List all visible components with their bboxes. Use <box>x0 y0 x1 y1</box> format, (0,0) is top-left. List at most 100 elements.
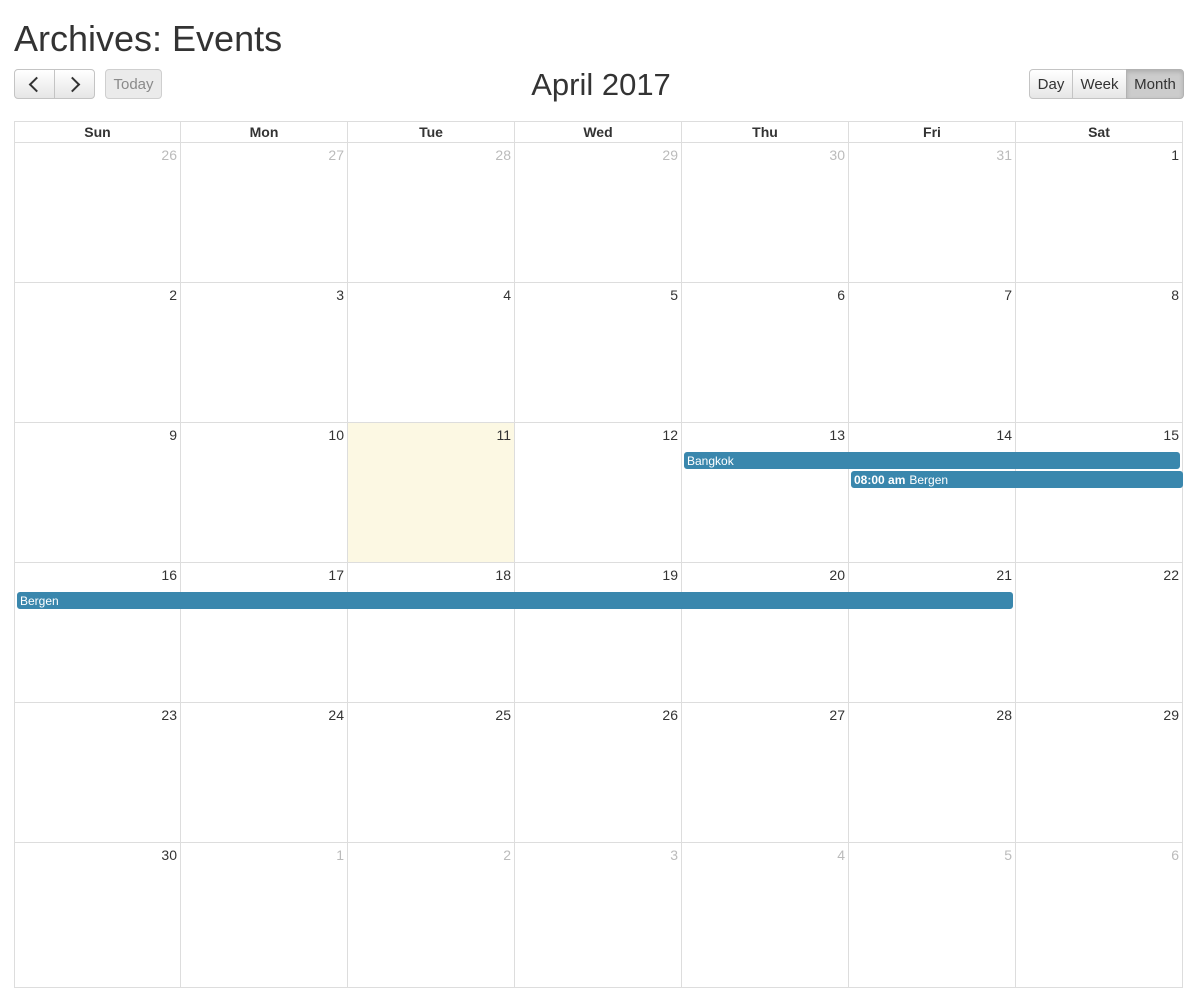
day-number: 5 <box>670 287 678 303</box>
day-header-row: Sun Mon Tue Wed Thu Fri Sat <box>15 122 1184 143</box>
day-number: 3 <box>670 847 678 863</box>
day-number: 14 <box>996 427 1012 443</box>
day-cell[interactable]: 1 <box>1016 143 1183 283</box>
day-cell[interactable]: 21 <box>849 563 1016 703</box>
day-cell[interactable]: 14 <box>849 423 1016 563</box>
day-cell[interactable]: 19 <box>515 563 682 703</box>
day-cell[interactable]: 11 <box>348 423 515 563</box>
day-cell[interactable]: 24 <box>181 703 348 843</box>
day-cell[interactable]: 5 <box>849 843 1016 988</box>
day-cell[interactable]: 26 <box>15 143 181 283</box>
day-number: 21 <box>996 567 1012 583</box>
day-number: 10 <box>328 427 344 443</box>
day-number: 6 <box>1171 847 1179 863</box>
day-number: 3 <box>336 287 344 303</box>
day-number: 4 <box>503 287 511 303</box>
next-month-button[interactable] <box>54 69 95 99</box>
day-cell[interactable]: 17 <box>181 563 348 703</box>
day-cell[interactable]: 18 <box>348 563 515 703</box>
day-cell[interactable]: 2 <box>15 283 181 423</box>
day-number: 18 <box>495 567 511 583</box>
week-row: 9 10 11 12 13 14 15 <box>15 423 1184 563</box>
day-cell[interactable]: 6 <box>1016 843 1183 988</box>
day-cell[interactable]: 10 <box>181 423 348 563</box>
event-title: Bergen <box>20 594 59 608</box>
day-cell[interactable]: 1 <box>181 843 348 988</box>
day-number: 28 <box>996 707 1012 723</box>
day-header-sat: Sat <box>1016 122 1183 143</box>
day-cell[interactable]: 27 <box>682 703 849 843</box>
view-month-button[interactable]: Month <box>1126 69 1184 99</box>
view-week-button[interactable]: Week <box>1072 69 1127 99</box>
day-number: 5 <box>1004 847 1012 863</box>
day-cell[interactable]: 30 <box>15 843 181 988</box>
day-number: 7 <box>1004 287 1012 303</box>
day-cell[interactable]: 28 <box>348 143 515 283</box>
day-number: 4 <box>837 847 845 863</box>
day-number: 2 <box>503 847 511 863</box>
day-number: 30 <box>829 147 845 163</box>
calendar-grid: Sun Mon Tue Wed Thu Fri Sat 26 27 28 29 30 31 1 2 3 4 5 6… <box>14 121 1183 988</box>
day-cell[interactable]: 3 <box>515 843 682 988</box>
day-cell[interactable]: 31 <box>849 143 1016 283</box>
day-number: 25 <box>495 707 511 723</box>
day-cell[interactable]: 15 <box>1016 423 1183 563</box>
view-day-button[interactable]: Day <box>1029 69 1073 99</box>
day-number: 8 <box>1171 287 1179 303</box>
event-bergen[interactable]: 08:00 am Bergen <box>851 471 1183 488</box>
day-number: 26 <box>662 707 678 723</box>
day-cell[interactable]: 4 <box>682 843 849 988</box>
day-number: 22 <box>1163 567 1179 583</box>
week-row: 16 17 18 19 20 21 22 <box>15 563 1184 703</box>
day-cell[interactable]: 5 <box>515 283 682 423</box>
event-bangkok[interactable]: Bangkok <box>684 452 1180 469</box>
day-cell[interactable]: 6 <box>682 283 849 423</box>
day-number: 23 <box>161 707 177 723</box>
day-cell[interactable]: 28 <box>849 703 1016 843</box>
day-cell[interactable]: 2 <box>348 843 515 988</box>
day-cell[interactable]: 30 <box>682 143 849 283</box>
day-number: 6 <box>837 287 845 303</box>
week-row: 30 1 2 3 4 5 6 <box>15 843 1184 988</box>
day-number: 27 <box>328 147 344 163</box>
day-header-fri: Fri <box>849 122 1016 143</box>
day-cell[interactable]: 3 <box>181 283 348 423</box>
day-cell[interactable]: 9 <box>15 423 181 563</box>
day-number: 9 <box>169 427 177 443</box>
day-number: 16 <box>161 567 177 583</box>
week-row: 26 27 28 29 30 31 1 <box>15 143 1184 283</box>
day-number: 24 <box>328 707 344 723</box>
day-number: 12 <box>662 427 678 443</box>
day-header-mon: Mon <box>181 122 348 143</box>
day-cell[interactable]: 22 <box>1016 563 1183 703</box>
day-number: 29 <box>1163 707 1179 723</box>
event-bergen[interactable]: Bergen <box>17 592 1013 609</box>
day-number: 31 <box>996 147 1012 163</box>
day-cell[interactable]: 29 <box>1016 703 1183 843</box>
day-number: 26 <box>161 147 177 163</box>
day-number: 1 <box>336 847 344 863</box>
day-cell[interactable]: 27 <box>181 143 348 283</box>
day-cell[interactable]: 23 <box>15 703 181 843</box>
day-cell[interactable]: 26 <box>515 703 682 843</box>
day-cell[interactable]: 12 <box>515 423 682 563</box>
day-cell[interactable]: 16 <box>15 563 181 703</box>
day-header-tue: Tue <box>348 122 515 143</box>
day-number: 13 <box>829 427 845 443</box>
day-cell[interactable]: 7 <box>849 283 1016 423</box>
week-row: 23 24 25 26 27 28 29 <box>15 703 1184 843</box>
today-button[interactable]: Today <box>105 69 162 99</box>
day-number: 29 <box>662 147 678 163</box>
day-cell[interactable]: 8 <box>1016 283 1183 423</box>
day-cell[interactable]: 13 <box>682 423 849 563</box>
day-number: 20 <box>829 567 845 583</box>
event-title: Bangkok <box>687 454 734 468</box>
prev-month-button[interactable] <box>14 69 55 99</box>
calendar-title: April 2017 <box>531 67 671 102</box>
day-number: 1 <box>1171 147 1179 163</box>
event-title: Bergen <box>909 473 949 487</box>
day-cell[interactable]: 4 <box>348 283 515 423</box>
day-cell[interactable]: 29 <box>515 143 682 283</box>
day-cell[interactable]: 25 <box>348 703 515 843</box>
day-cell[interactable]: 20 <box>682 563 849 703</box>
